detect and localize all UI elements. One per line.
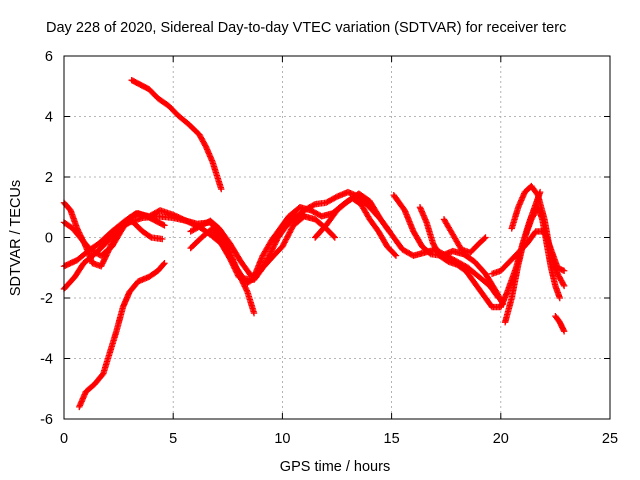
data-point-marker	[146, 233, 154, 240]
x-tick-label: 5	[169, 431, 177, 447]
x-tick-label: 10	[274, 431, 290, 447]
data-point-marker	[281, 239, 288, 246]
data-point-marker	[242, 285, 250, 293]
y-tick-label: 0	[45, 231, 53, 247]
data-point-marker	[282, 236, 290, 243]
data-point-marker	[285, 232, 292, 239]
series-arc-18	[552, 312, 568, 335]
y-tick-label: 4	[45, 110, 53, 126]
data-points-layer	[60, 77, 568, 411]
x-axis-label: GPS time / hours	[280, 459, 390, 475]
data-point-marker	[270, 242, 278, 250]
data-point-marker	[268, 248, 275, 255]
data-point-marker	[286, 229, 293, 236]
data-point-marker	[482, 234, 489, 241]
data-point-marker	[279, 243, 286, 250]
data-point-marker	[533, 190, 541, 198]
data-point-marker	[481, 235, 488, 242]
y-tick-label: -6	[40, 412, 53, 428]
data-point-marker	[270, 244, 277, 251]
ticks-layer: 0 5 10 15 20 25 -6 -4 -2 0 2 4 6	[40, 49, 618, 447]
data-point-marker	[268, 246, 276, 254]
data-point-marker	[287, 227, 294, 235]
x-tick-label: 15	[384, 431, 400, 447]
y-tick-label: 6	[45, 49, 53, 65]
data-point-marker	[330, 233, 337, 240]
data-point-marker	[287, 226, 295, 233]
data-point-marker	[392, 252, 400, 259]
series-arc-17	[508, 182, 568, 290]
x-tick-label: 20	[493, 431, 509, 447]
data-point-marker	[272, 239, 279, 247]
data-point-marker	[159, 235, 166, 243]
data-point-marker	[310, 201, 317, 209]
data-point-marker	[560, 267, 568, 274]
data-point-marker	[331, 234, 339, 241]
data-point-marker	[279, 241, 287, 249]
data-point-marker	[285, 230, 293, 238]
data-point-marker	[282, 237, 289, 245]
data-point-marker	[391, 251, 399, 258]
data-point-marker	[269, 245, 276, 252]
data-point-marker	[240, 281, 248, 289]
data-point-marker	[560, 328, 568, 335]
data-point-marker	[161, 222, 168, 229]
chart-title: Day 228 of 2020, Sidereal Day-to-day VTE…	[46, 20, 566, 36]
data-point-marker	[284, 233, 291, 240]
series-arc-14	[440, 216, 489, 256]
data-point-marker	[242, 284, 249, 291]
data-point-marker	[560, 281, 567, 288]
data-point-marker	[271, 241, 278, 248]
data-point-marker	[218, 185, 225, 193]
data-point-marker	[556, 294, 563, 302]
series-arc-1	[128, 77, 225, 193]
data-point-marker	[161, 260, 168, 267]
data-point-marker	[241, 283, 248, 290]
data-point-marker	[560, 282, 568, 290]
y-axis-label: SDTVAR / TECUs	[8, 180, 24, 296]
series-arc-9	[250, 194, 400, 281]
series-arc-8	[187, 213, 339, 284]
data-point-marker	[160, 261, 167, 268]
y-tick-label: 2	[45, 170, 53, 186]
y-tick-label: -2	[40, 291, 53, 307]
data-point-marker	[243, 287, 250, 294]
y-tick-label: -4	[40, 352, 53, 368]
data-point-marker	[250, 309, 258, 317]
data-point-marker	[280, 240, 288, 247]
series-arc-6	[60, 210, 168, 259]
series-arc-2	[76, 260, 168, 411]
x-tick-label: 0	[60, 431, 68, 447]
data-point-marker	[288, 225, 296, 232]
data-point-marker	[283, 234, 290, 242]
x-tick-label: 25	[602, 431, 618, 447]
